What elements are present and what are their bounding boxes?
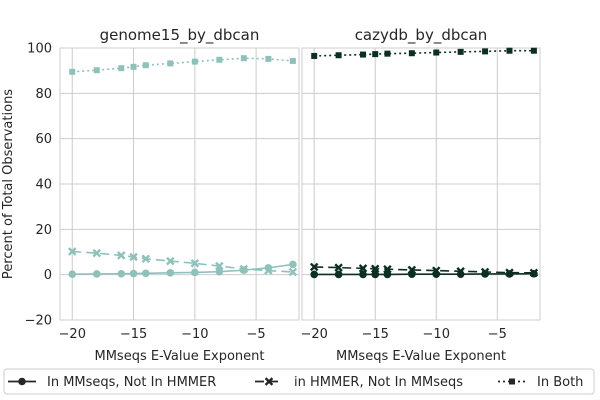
data-point xyxy=(191,268,199,277)
data-point xyxy=(310,270,319,279)
series-line xyxy=(314,272,534,276)
legend-entry-in-hmmer-not-in-mmseqs: in HMMER, Not In MMseqs xyxy=(255,375,463,390)
data-point xyxy=(141,254,151,264)
data-point xyxy=(167,60,174,67)
data-point xyxy=(264,266,273,275)
legend-entry-in-mmseqs-not-in-hmmer: In MMseqs, Not In HMMER xyxy=(8,375,216,390)
series-in-hmmer-not-in-mmseqs xyxy=(309,262,539,278)
data-point xyxy=(408,50,415,57)
data-point xyxy=(372,51,379,58)
legend-label: In Both xyxy=(537,375,583,390)
data-point xyxy=(166,269,175,277)
x-tick-label: −10 xyxy=(181,327,208,342)
panel-cazydb-by-dbcan: −20 −15 −10 −5 cazydb_by_dbcan MMseqs E-Value… xyxy=(300,26,541,364)
y-tick-label: 100 xyxy=(27,42,52,57)
panel-genome15-by-dbcan: −20 0 20 40 60 80 100 −20 −15 −10 −5 genome15_by_db… xyxy=(25,26,300,364)
data-point xyxy=(456,267,465,276)
legend-entry-in-both: In Both xyxy=(498,375,583,390)
legend-label: In MMseqs, Not In HMMER xyxy=(47,375,216,390)
x-tick-label: −15 xyxy=(120,327,147,342)
x-tick-label: −5 xyxy=(488,327,507,342)
legend-frame xyxy=(3,368,595,395)
data-point xyxy=(289,260,297,269)
data-point xyxy=(530,47,537,54)
data-point xyxy=(432,266,441,275)
data-point xyxy=(117,269,126,278)
y-tick-label: 60 xyxy=(35,132,52,147)
panel-title: genome15_by_dbcan xyxy=(100,26,260,45)
data-point xyxy=(92,248,102,258)
data-point xyxy=(215,267,224,276)
data-point xyxy=(141,269,150,278)
panel-title: cazydb_by_dbcan xyxy=(355,26,488,45)
y-tick-label: 20 xyxy=(35,223,52,238)
data-point xyxy=(384,50,391,57)
x-tick-label: −10 xyxy=(423,327,450,342)
data-point xyxy=(289,57,296,64)
data-point xyxy=(240,55,247,62)
series-line xyxy=(314,49,534,57)
data-point xyxy=(68,247,77,256)
data-point xyxy=(335,52,342,59)
y-tick-label: 0 xyxy=(44,268,52,283)
data-point xyxy=(358,264,368,273)
data-point xyxy=(311,52,318,59)
series-in-hmmer-not-in-mmseqs xyxy=(68,247,298,277)
series-in-both xyxy=(311,47,537,59)
y-tick-label: 80 xyxy=(35,87,52,102)
data-point xyxy=(359,270,367,279)
x-tick-label: −20 xyxy=(300,327,327,342)
chart-panels: −20 0 20 40 60 80 100 −20 −15 −10 −5 genome15_by_db… xyxy=(25,26,541,364)
data-point xyxy=(506,47,513,54)
data-point xyxy=(309,262,319,272)
data-point xyxy=(117,251,126,260)
data-point xyxy=(92,270,101,278)
data-point xyxy=(93,67,100,74)
data-point xyxy=(407,265,417,275)
data-point xyxy=(265,55,272,62)
data-point xyxy=(129,269,138,278)
data-point xyxy=(505,268,514,277)
x-axis-label: MMseqs E-Value Exponent xyxy=(94,349,264,364)
data-point xyxy=(68,270,77,279)
x-tick-label: −5 xyxy=(247,327,266,342)
data-point xyxy=(383,264,392,274)
x-axis-label: MMseqs E-Value Exponent xyxy=(336,349,506,364)
data-point xyxy=(191,58,198,65)
series-in-both xyxy=(69,55,296,75)
series-line xyxy=(72,57,293,73)
y-tick-label: −20 xyxy=(25,314,52,329)
data-point xyxy=(334,263,343,272)
data-point xyxy=(142,62,149,69)
data-point xyxy=(433,49,440,56)
data-point xyxy=(370,264,380,274)
data-point xyxy=(360,51,367,58)
data-point xyxy=(334,270,343,279)
data-point xyxy=(215,261,224,271)
legend-label: in HMMER, Not In MMseqs xyxy=(294,375,463,390)
data-point xyxy=(457,48,464,55)
x-tick-label: −15 xyxy=(362,327,389,342)
legend-marker xyxy=(264,377,274,386)
data-point xyxy=(288,267,298,277)
data-point xyxy=(480,267,490,277)
data-point xyxy=(239,264,249,274)
data-point xyxy=(216,56,223,63)
x-tick-label: −20 xyxy=(59,327,86,342)
y-axis-label: Percent of Total Observations xyxy=(1,89,16,279)
legend-marker xyxy=(18,377,26,386)
legend-marker xyxy=(509,378,515,385)
data-point xyxy=(129,252,138,262)
data-point xyxy=(371,270,380,279)
data-point xyxy=(69,68,76,75)
data-point xyxy=(130,63,137,70)
data-point xyxy=(118,65,125,72)
chart-legend: In MMseqs, Not In HMMER in HMMER, Not In … xyxy=(3,368,595,395)
data-point xyxy=(166,256,175,266)
y-tick-label: 40 xyxy=(35,178,52,193)
data-point xyxy=(482,48,489,55)
data-point xyxy=(190,259,200,268)
data-point xyxy=(529,268,539,278)
